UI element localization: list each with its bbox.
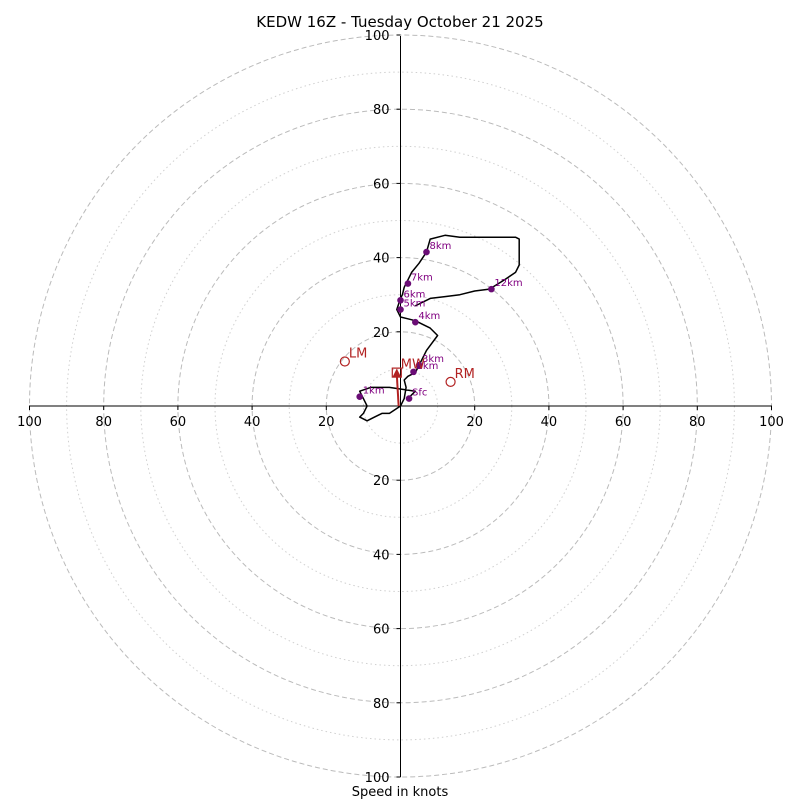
- height-point: [405, 395, 413, 402]
- height-label: Sfc: [412, 388, 427, 399]
- height-label: 5km: [404, 299, 426, 310]
- y-tick-label: 80: [373, 697, 390, 712]
- y-tick-label: 100: [365, 29, 390, 44]
- height-point: [488, 285, 495, 293]
- y-tick-label: 20: [373, 326, 390, 341]
- chart-title: KEDW 16Z - Tuesday October 21 2025: [256, 13, 543, 31]
- storm-motion-label: RM: [455, 367, 475, 382]
- y-tick-label: 80: [373, 103, 390, 118]
- height-label: 7km: [411, 273, 433, 284]
- x-tick-label: 60: [615, 415, 632, 430]
- height-label: 2km: [416, 361, 438, 372]
- height-label: 6km: [404, 289, 426, 300]
- height-label: 12km: [494, 278, 522, 289]
- x-tick-label: 80: [95, 415, 112, 430]
- x-tick-label: 20: [466, 415, 483, 430]
- height-point: [397, 296, 404, 304]
- height-point: [412, 318, 419, 326]
- x-tick-label: 40: [244, 415, 261, 430]
- axis-ticks: 100 80 60 40 20 20 40 60 80 100 100 80 60 40 20 20 40 60 8…: [17, 29, 784, 786]
- shear-vector: [392, 368, 401, 407]
- x-tick-label: 100: [17, 415, 42, 430]
- height-point: [356, 393, 363, 401]
- x-tick-label: 80: [689, 415, 706, 430]
- height-point: [397, 306, 404, 313]
- y-tick-label: 100: [365, 771, 390, 786]
- storm-motion-marker: [445, 376, 456, 387]
- height-label: 3km: [422, 354, 444, 365]
- height-point: [415, 361, 423, 369]
- height-point: [423, 248, 430, 256]
- x-tick-label: 40: [541, 415, 558, 430]
- y-tick-label: 20: [373, 474, 390, 489]
- y-tick-label: 40: [373, 252, 390, 267]
- storm-motion-label: MW: [401, 358, 425, 373]
- x-tick-label: 100: [759, 415, 784, 430]
- height-label: 4km: [418, 311, 440, 322]
- x-tick-label: 20: [318, 415, 335, 430]
- height-point: [410, 368, 417, 376]
- storm-motion-label: LM: [349, 346, 367, 361]
- storm-motion-markers: LM RM MW: [339, 346, 475, 387]
- hodograph-line: [358, 234, 520, 422]
- storm-motion-marker: [339, 356, 350, 367]
- height-label: 8km: [429, 241, 451, 252]
- x-axis-label: Speed in knots: [352, 785, 449, 800]
- mean-wind-marker: [391, 367, 402, 378]
- shear-arrowhead: [392, 368, 401, 377]
- height-point: [404, 280, 412, 287]
- y-tick-label: 60: [373, 177, 390, 192]
- shear-arrow: [395, 374, 400, 407]
- hodograph-trace: [358, 234, 520, 422]
- y-tick-label: 40: [373, 548, 390, 563]
- y-tick-label: 60: [373, 623, 390, 638]
- height-label: 1km: [363, 386, 385, 397]
- x-tick-label: 60: [170, 415, 187, 430]
